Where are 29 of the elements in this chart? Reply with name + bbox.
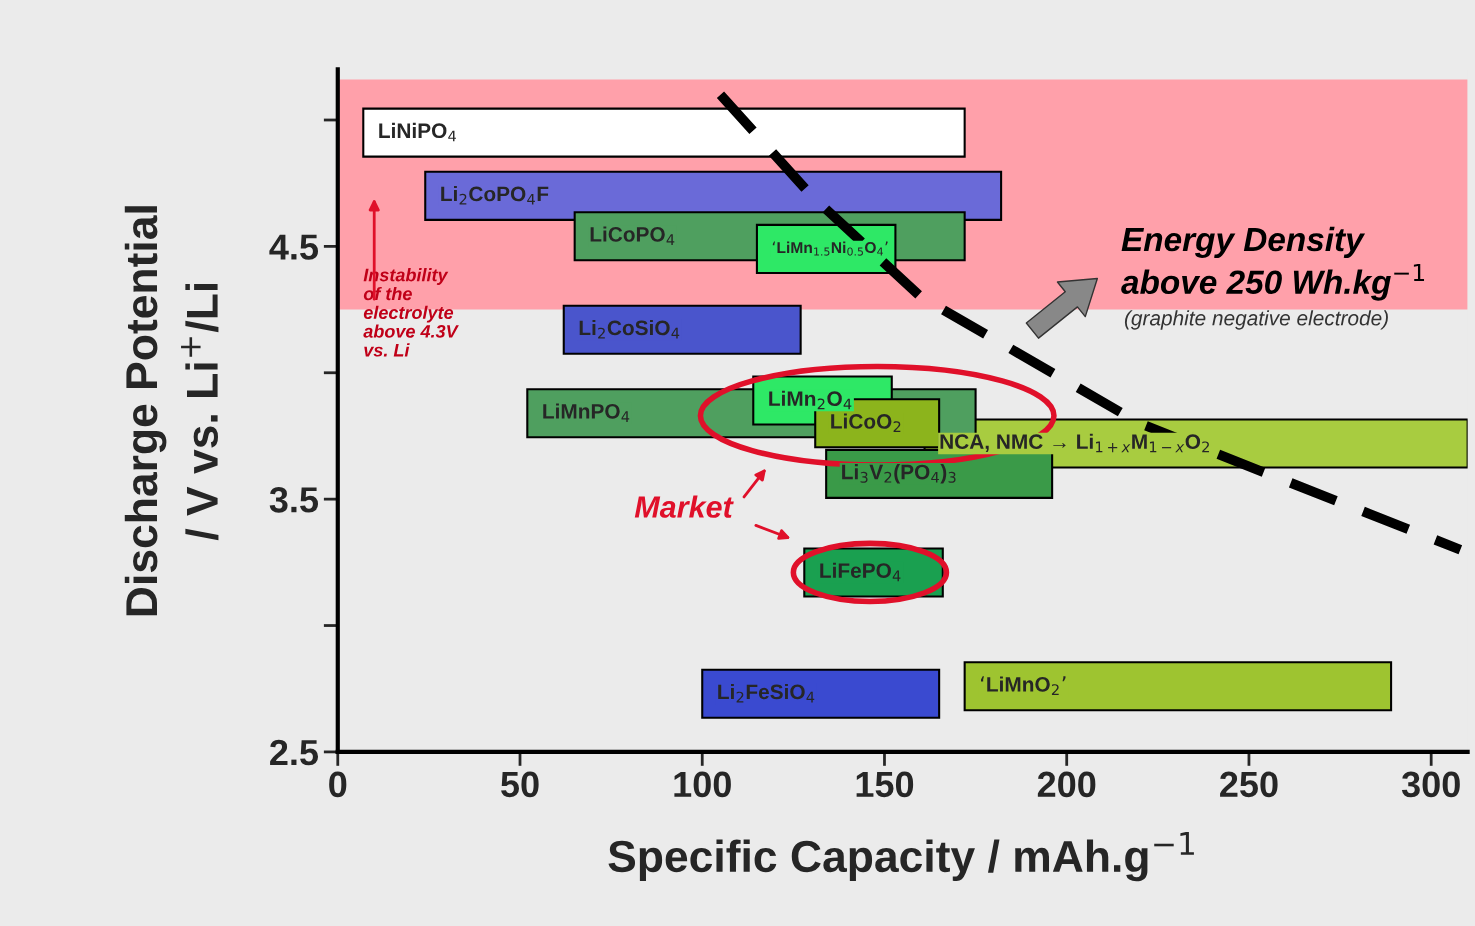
series-label: LiMn$_{2}$O$_{4}$ bbox=[769, 390, 852, 410]
y-tick-label: 4.5 bbox=[269, 234, 319, 260]
series-label: Li$_{2}$CoSiO$_{4}$ bbox=[579, 319, 680, 339]
x-tick-label: 300 bbox=[1401, 771, 1460, 798]
series-label: LiMnPO$_{4}$ bbox=[543, 403, 630, 422]
x-tick-label: 100 bbox=[674, 771, 731, 798]
series-label: Li$_{2}$FeSiO$_{4}$ bbox=[718, 683, 815, 703]
series-label: LiNiPO$_{4}$ bbox=[379, 122, 456, 142]
x-tick-label: 0 bbox=[329, 771, 347, 798]
series-label: LiCoO$_{2}$ bbox=[831, 413, 901, 433]
x-tick-label: 250 bbox=[1220, 771, 1278, 798]
series-label: LiFePO$_{4}$ bbox=[820, 562, 901, 582]
series-label: NCA, NMC → Li$_{1+x}$M$_{1−x}$O$_{2}$ bbox=[940, 433, 1209, 453]
x-tick-label: 200 bbox=[1037, 771, 1096, 798]
annotation: Market bbox=[634, 495, 734, 518]
x-axis-title: Specific Capacity / mAh.g$^{−1}$ bbox=[608, 832, 1194, 882]
annotation: (graphite negative electrode) bbox=[1124, 310, 1388, 330]
bar bbox=[963, 661, 1393, 712]
series-label: Li$_{2}$CoPO$_{4}$F bbox=[441, 186, 549, 205]
y-tick-label: 3.5 bbox=[269, 487, 319, 513]
series-label: ‘LiMn$_{1.5}$Ni$_{0.5}$O$_{4}$’ bbox=[772, 241, 888, 256]
series-label: ‘LiMnO$_{2}$’ bbox=[981, 676, 1066, 695]
x-tick-label: 150 bbox=[856, 771, 914, 798]
y-axis-title: Discharge Potential / V vs. Li$^{+}$/Li bbox=[124, 206, 219, 616]
series-label: Li$_{3}$V$_{2}$(PO$_{4}$)$_{3}$ bbox=[842, 464, 956, 484]
series-label: LiCoPO$_{4}$ bbox=[590, 226, 675, 245]
annotation: Energy Density above 250 Wh.kg$^{−1}$ bbox=[1121, 226, 1425, 301]
x-tick-label: 50 bbox=[501, 771, 539, 798]
y-tick-label: 2.5 bbox=[270, 739, 319, 766]
